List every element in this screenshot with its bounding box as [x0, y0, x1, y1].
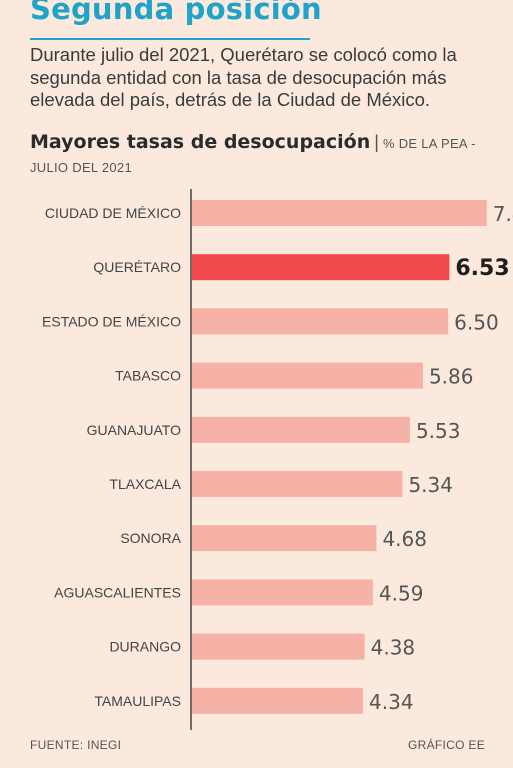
- value-label: 6.50: [454, 310, 499, 334]
- bar: [192, 416, 410, 443]
- bar: [192, 633, 365, 660]
- bar: [192, 579, 373, 606]
- bar: [192, 687, 364, 714]
- bar-highlight: [192, 254, 450, 281]
- intro-text: Durante julio del 2021, Querétaro se col…: [30, 44, 457, 110]
- value-label: 4.68: [382, 527, 427, 551]
- category-label: CIUDAD DE MÉXICO: [45, 205, 181, 221]
- value-label: 5.86: [429, 365, 474, 389]
- category-label: QUERÉTARO: [93, 259, 181, 275]
- value-label: 5.34: [408, 473, 453, 497]
- bar: [192, 308, 449, 335]
- bar: [192, 525, 377, 552]
- category-label: TABASCO: [115, 368, 181, 384]
- value-label: 7.48: [493, 202, 513, 226]
- headline: Segunda posición: [30, 0, 322, 26]
- bar-chart: CIUDAD DE MÉXICO 7.48 QUERÉTARO 6.53 ESTADO …: [42, 189, 513, 730]
- title-separator: |: [374, 132, 379, 152]
- category-label: TLAXCALA: [109, 476, 181, 492]
- category-label: SONORA: [120, 530, 181, 546]
- bar: [192, 362, 423, 389]
- chart-title: Mayores tasas de desocupación: [30, 131, 371, 153]
- value-label: 5.53: [416, 419, 461, 443]
- chart-heading: Mayores tasas de desocupación |% DE LA PE…: [30, 130, 500, 180]
- headline-underline: Segunda posición: [30, 0, 322, 40]
- value-label: 4.38: [371, 636, 416, 660]
- value-label: 4.59: [379, 581, 424, 605]
- source-note: FUENTE: INEGI: [30, 738, 122, 752]
- category-label: TAMAULIPAS: [94, 693, 181, 709]
- category-label: GUANAJUATO: [87, 422, 181, 438]
- value-label: 4.34: [369, 690, 414, 714]
- graphic-credit: GRÁFICO EE: [407, 738, 485, 752]
- category-label: ESTADO DE MÉXICO: [42, 313, 181, 329]
- bar: [192, 200, 487, 226]
- chart-subtitle: % DE LA PEA - JULIO DEL 2021: [30, 136, 476, 175]
- bar: [192, 471, 403, 497]
- category-label: DURANGO: [109, 639, 181, 655]
- value-label: 6.53: [455, 256, 509, 281]
- category-label: AGUASCALIENTES: [54, 584, 181, 600]
